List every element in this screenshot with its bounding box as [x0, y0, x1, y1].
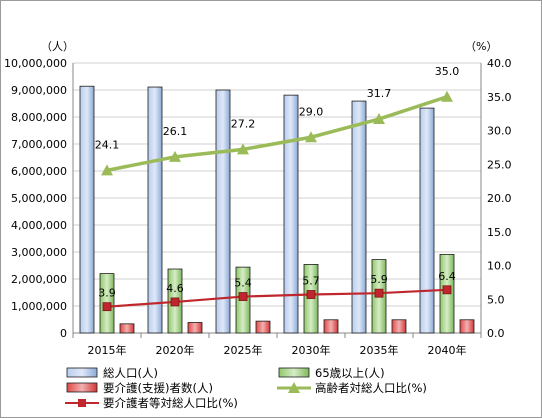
- y-left-tick-label: 2,000,000: [11, 273, 67, 286]
- y-right-tick-label: 5.0: [487, 293, 505, 306]
- data-label: 29.0: [299, 105, 324, 118]
- y-right-tick-label: 40.0: [487, 57, 512, 70]
- data-label: 5.9: [370, 273, 388, 286]
- data-label: 35.0: [435, 65, 460, 78]
- y-left-tick-label: 9,000,000: [11, 84, 67, 97]
- data-label: 3.9: [98, 287, 116, 300]
- data-label: 27.2: [231, 117, 256, 130]
- y-right-tick-label: 20.0: [487, 192, 512, 205]
- bar: [323, 319, 339, 334]
- bar: [79, 85, 95, 334]
- legend-marker: [78, 399, 86, 407]
- legend-marker: [288, 382, 300, 393]
- bar: [215, 89, 231, 334]
- y-left-tick-label: 10,000,000: [4, 57, 67, 70]
- y-right-tick-label: 0.0: [487, 327, 505, 340]
- y-left-tick-label: 6,000,000: [11, 165, 67, 178]
- data-label: 6.4: [438, 270, 456, 283]
- legend-swatch: [66, 367, 98, 378]
- gridlines: [73, 62, 481, 334]
- line-point: [237, 143, 249, 155]
- legend-label: 高齢者対総人口比(%): [315, 381, 427, 395]
- y-left-tick-label: 4,000,000: [11, 219, 67, 232]
- bar: [351, 100, 367, 334]
- y-right-tick-label: 25.0: [487, 158, 512, 171]
- line-point: [101, 164, 113, 176]
- line-point: [441, 90, 453, 102]
- line-point: [442, 285, 452, 295]
- y-left-tick-label: 0: [60, 327, 67, 340]
- legend-label: 65歳以上(人): [315, 366, 385, 380]
- data-label: 26.1: [163, 125, 188, 138]
- line-point: [169, 150, 181, 162]
- line-point: [306, 290, 316, 299]
- y-right-tick-label: 10.0: [487, 260, 512, 273]
- x-tick-label: 2025年: [224, 343, 263, 357]
- legend-label: 要介護(支援)者数(人): [103, 381, 213, 395]
- line-point: [374, 288, 384, 298]
- legend-swatch: [66, 382, 98, 393]
- y-right-tick-label: 30.0: [487, 125, 512, 138]
- y-right-tick-label: 35.0: [487, 91, 512, 104]
- bar: [391, 319, 407, 334]
- line-point: [170, 297, 180, 307]
- bar: [119, 323, 135, 334]
- line-point: [373, 113, 385, 125]
- data-label: 31.7: [367, 87, 392, 100]
- bar: [283, 94, 299, 334]
- x-tick-label: 2015年: [88, 343, 127, 357]
- data-label: 4.6: [166, 282, 184, 295]
- legend-label: 総人口(人): [103, 366, 158, 380]
- line-point: [102, 302, 112, 312]
- y-left-tick-label: 7,000,000: [11, 138, 67, 151]
- x-tick-label: 2035年: [360, 343, 399, 357]
- x-tick-label: 2040年: [428, 343, 467, 357]
- lines: [101, 90, 453, 312]
- y-left-unit-label: （人）: [41, 40, 74, 53]
- legend: 総人口(人) 65歳以上(人) 要介護(支援)者数(人) 高齢者対総人口比(%) 要介護…: [65, 366, 427, 410]
- legend-label: 要介護者等対総人口比(%): [103, 396, 238, 410]
- y-right-tick-label: 15.0: [487, 226, 512, 239]
- bar: [459, 319, 475, 334]
- bar: [255, 320, 271, 334]
- data-label: 5.4: [234, 277, 252, 290]
- series-line: [106, 288, 448, 308]
- y-right-unit-label: （%）: [465, 40, 497, 53]
- bar: [147, 86, 163, 334]
- data-labels: 24.1 26.1 27.2 29.0 31.7 35.0 3.9 4.6 5.4 5.7 5.9 6…: [95, 65, 460, 300]
- x-tick-label: 2020年: [156, 343, 195, 357]
- series-line: [106, 95, 448, 173]
- data-label: 24.1: [95, 138, 120, 151]
- y-left-tick-label: 8,000,000: [11, 111, 67, 124]
- line-point: [238, 292, 248, 301]
- y-left-tick-label: 3,000,000: [11, 246, 67, 259]
- bar: [419, 107, 435, 334]
- y-left-tick-label: 5,000,000: [11, 192, 67, 205]
- axes: 0 1,000,000 2,000,000 3,000,000 4,000,000 5,0…: [4, 40, 511, 357]
- data-label: 5.7: [302, 275, 320, 288]
- bar: [187, 322, 203, 334]
- legend-swatch: [278, 367, 310, 378]
- x-tick-label: 2030年: [292, 343, 331, 357]
- line-point: [305, 131, 317, 143]
- y-left-tick-label: 1,000,000: [11, 300, 67, 313]
